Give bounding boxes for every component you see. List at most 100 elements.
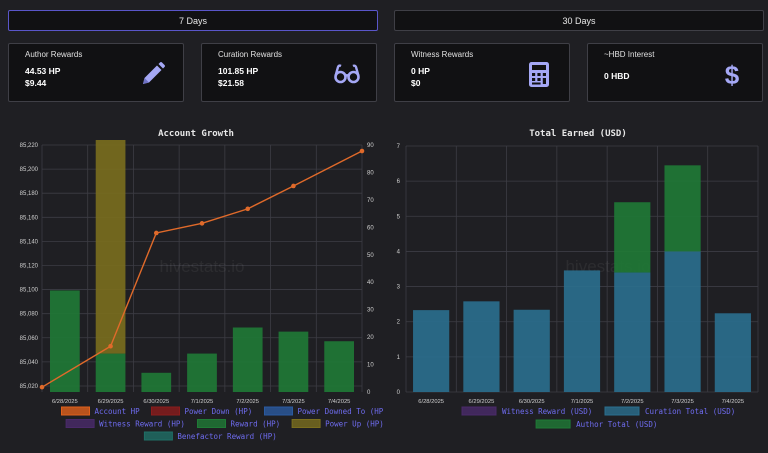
y-right-tick-label: 70 xyxy=(367,198,374,204)
y-right-tick-label: 40 xyxy=(367,280,374,286)
account-hp-point xyxy=(39,384,45,390)
account-growth-title: Account Growth xyxy=(158,129,234,139)
y-left-tick-label: 85,100 xyxy=(20,288,39,294)
legend-swatch xyxy=(65,419,95,428)
bar-curation-total xyxy=(614,272,651,392)
y-right-tick-label: 60 xyxy=(367,225,374,231)
card-value-hp: 0 HP xyxy=(411,66,430,76)
account-hp-point xyxy=(245,206,251,212)
total-earned-title: Total Earned (USD) xyxy=(529,129,627,139)
tab-30-days[interactable]: 30 Days xyxy=(394,10,764,31)
legend-label: Curation Total (USD) xyxy=(645,407,735,416)
glasses-icon xyxy=(334,64,360,84)
y-left-tick-label: 85,160 xyxy=(20,215,39,221)
y-tick-label: 4 xyxy=(397,249,401,255)
y-left-tick-label: 85,120 xyxy=(20,263,39,269)
account-hp-point xyxy=(153,230,159,236)
y-left-tick-label: 85,020 xyxy=(20,384,39,390)
account-hp-point xyxy=(359,148,365,154)
x-tick-label: 7/2/2025 xyxy=(236,399,259,405)
legend-label: Power Downed To (HP) xyxy=(298,407,385,416)
y-tick-label: 0 xyxy=(397,390,401,396)
legend-label: Witness Reward (USD) xyxy=(502,407,592,416)
x-tick-label: 6/30/2025 xyxy=(519,399,545,405)
bar-reward-hp- xyxy=(278,331,309,392)
svg-text:$: $ xyxy=(725,60,740,88)
y-tick-label: 2 xyxy=(397,320,401,326)
bar-reward-hp- xyxy=(187,353,217,392)
witness-rewards-card: Witness Rewards 0 HP $0 xyxy=(394,43,570,102)
y-right-tick-label: 30 xyxy=(367,308,374,314)
x-tick-label: 6/30/2025 xyxy=(143,399,169,405)
bar-author-total xyxy=(614,202,651,273)
card-value-hp: 44.53 HP xyxy=(25,66,61,76)
legend-label: Author Total (USD) xyxy=(576,420,657,429)
legend-label: Account HP xyxy=(95,407,141,416)
card-label: Curation Rewards xyxy=(218,50,283,59)
y-tick-label: 1 xyxy=(397,355,401,361)
x-tick-label: 7/3/2025 xyxy=(282,399,305,405)
bar-reward-hp- xyxy=(324,341,354,392)
y-right-tick-label: 20 xyxy=(367,335,374,341)
card-value-hp: 101.85 HP xyxy=(218,66,259,76)
y-left-tick-label: 85,140 xyxy=(20,239,39,245)
legend-swatch xyxy=(291,419,321,428)
card-label: Witness Rewards xyxy=(411,50,474,59)
bar-reward-hp- xyxy=(95,353,126,392)
legend-swatch xyxy=(535,419,571,429)
calculator-icon xyxy=(529,62,549,87)
bar-curation-total xyxy=(513,309,550,392)
account-hp-point xyxy=(291,183,296,189)
y-tick-label: 3 xyxy=(397,285,401,291)
x-tick-label: 7/1/2025 xyxy=(191,399,214,405)
bar-curation-total xyxy=(664,251,701,392)
bar-reward-hp- xyxy=(50,290,80,392)
y-tick-label: 6 xyxy=(397,179,401,185)
y-left-tick-label: 85,060 xyxy=(20,336,39,342)
watermark: hivestats.io xyxy=(159,257,244,276)
legend-swatch xyxy=(61,406,90,416)
y-right-tick-label: 50 xyxy=(367,253,374,259)
card-value-usd: $21.58 xyxy=(218,78,244,88)
account-growth-chart: 85,020 85,040 85,060 85,080 85,100 85,120 85,1… xyxy=(20,140,385,441)
y-tick-label: 5 xyxy=(397,214,401,220)
card-value-hbd: 0 HBD xyxy=(604,71,630,81)
x-tick-label: 6/28/2025 xyxy=(418,399,444,405)
y-tick-label: 7 xyxy=(397,144,401,150)
curation-rewards-card: Curation Rewards 101.85 HP $21.58 xyxy=(201,43,377,102)
x-tick-label: 7/4/2025 xyxy=(722,399,745,405)
bar-power-up-hp- xyxy=(95,140,126,354)
legend-swatch xyxy=(604,406,640,416)
legend-label: Power Down (HP) xyxy=(185,407,253,416)
x-tick-label: 7/4/2025 xyxy=(328,399,351,405)
bar-curation-total xyxy=(463,301,500,392)
legend-label: Benefactor Reward (HP) xyxy=(177,432,276,441)
y-left-tick-label: 85,200 xyxy=(20,167,39,173)
account-hp-point xyxy=(108,343,113,349)
y-right-tick-label: 90 xyxy=(367,143,374,149)
y-left-tick-label: 85,040 xyxy=(20,360,39,366)
tab-7-days[interactable]: 7 Days xyxy=(8,10,378,31)
legend-swatch xyxy=(461,406,497,416)
author-rewards-card: Author Rewards 44.53 HP $9.44 xyxy=(8,43,184,102)
legend-label: Witness Reward (HP) xyxy=(99,420,185,429)
bar-curation-total xyxy=(413,310,450,392)
hbd-interest-card: ~HBD Interest 0 HBD $ xyxy=(587,43,763,102)
bar-reward-hp- xyxy=(232,327,263,392)
card-label: ~HBD Interest xyxy=(604,50,655,59)
pencil-icon xyxy=(143,62,165,84)
x-tick-label: 7/1/2025 xyxy=(571,399,594,405)
y-right-tick-label: 10 xyxy=(367,363,374,369)
y-left-tick-label: 85,220 xyxy=(20,143,39,149)
x-tick-label: 7/2/2025 xyxy=(621,399,644,405)
y-left-tick-label: 85,180 xyxy=(20,191,39,197)
legend-swatch xyxy=(197,419,226,428)
dollar-icon: $ xyxy=(725,60,740,88)
account-hp-point xyxy=(199,221,205,226)
card-value-usd: $0 xyxy=(411,78,421,88)
y-left-tick-label: 85,080 xyxy=(20,312,39,318)
card-label: Author Rewards xyxy=(25,50,83,59)
x-tick-label: 6/28/2025 xyxy=(52,399,78,405)
x-tick-label: 6/29/2025 xyxy=(98,399,124,405)
